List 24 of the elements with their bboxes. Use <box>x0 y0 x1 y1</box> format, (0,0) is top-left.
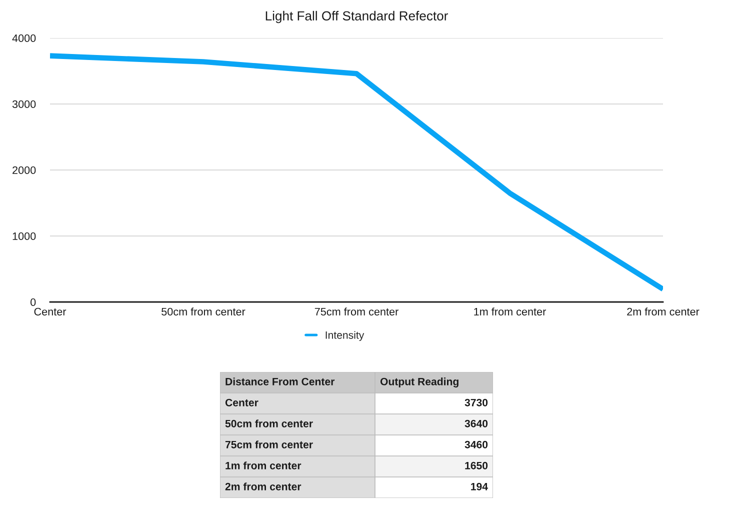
data-label: 3640 <box>464 420 488 428</box>
legend-label: Intensity <box>326 331 364 341</box>
x-tick-label: 50cm from center <box>162 308 246 316</box>
category-label: 1m from center <box>226 462 302 470</box>
data-label: 194 <box>471 482 488 490</box>
y-tick-label: 3000 <box>12 100 36 108</box>
x-tick-label: 1m from center <box>474 308 546 316</box>
data-label: 3460 <box>464 440 488 448</box>
x-tick-label: 2m from center <box>627 308 700 316</box>
category-label: 75cm from center <box>225 440 313 448</box>
category-label: 2m from center <box>225 482 302 490</box>
x-tick-label: 75cm from center <box>314 308 398 316</box>
category-label: 50cm from center <box>225 420 313 428</box>
text: Output Reading <box>380 378 458 388</box>
data-label: 3730 <box>464 398 488 406</box>
category-label: Center <box>225 398 258 406</box>
chart-title: Light Fall Off Standard Refector <box>266 10 448 24</box>
y-tick-label: 4000 <box>12 34 36 42</box>
data-label: 1650 <box>465 462 488 470</box>
text: Distance From Center <box>226 378 335 386</box>
y-tick-label: 0 <box>30 298 36 306</box>
y-tick-label: 1000 <box>12 232 36 240</box>
y-tick-label: 2000 <box>12 166 36 174</box>
x-tick-label: Center <box>34 308 66 316</box>
